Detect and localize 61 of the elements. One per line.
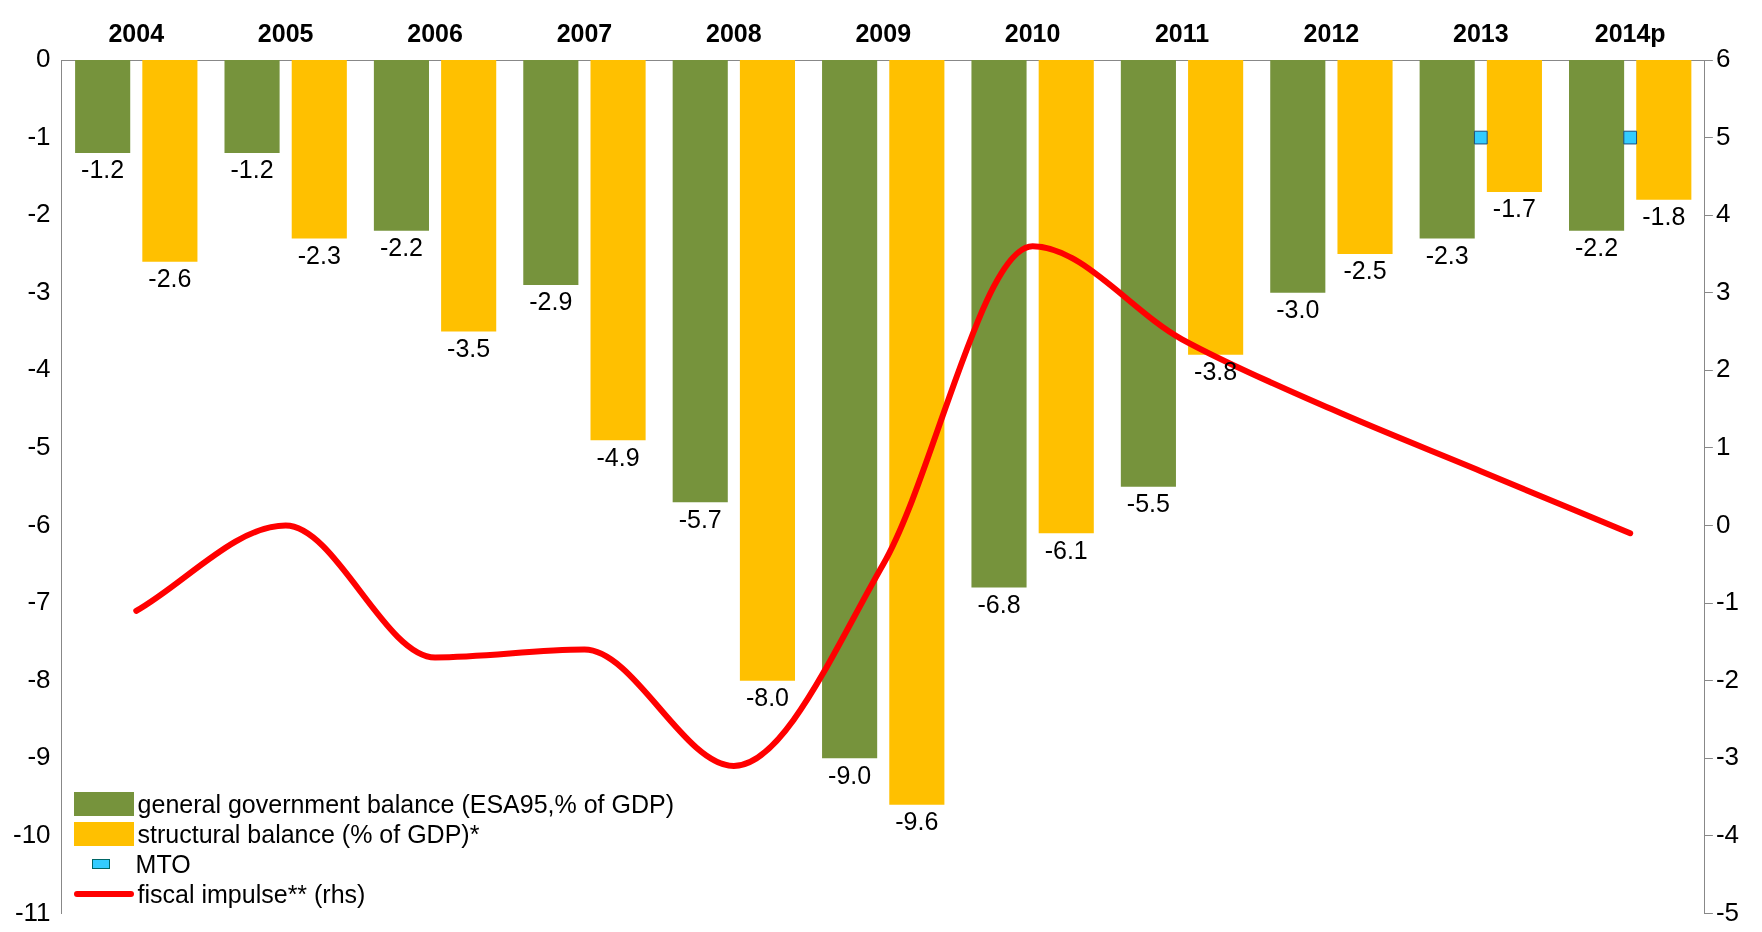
- y2-tick-label: 4: [1715, 198, 1731, 229]
- data-label: -5.7: [678, 504, 722, 533]
- y2-tick-label: 6: [1715, 43, 1731, 74]
- y-tick-label: -3: [27, 275, 51, 306]
- x-tick-label: 2012: [1303, 18, 1360, 47]
- data-label: -5.5: [1126, 489, 1170, 518]
- legend-label: structural balance (% of GDP)*: [137, 819, 480, 849]
- y-tick-label: -8: [27, 663, 51, 694]
- data-label: -6.1: [1044, 535, 1088, 564]
- x-tick-label: 2007: [556, 18, 613, 47]
- y2-tick-label: -1: [1715, 586, 1740, 617]
- data-label: -1.8: [1642, 202, 1686, 231]
- y2-tick-label: -5: [1715, 896, 1740, 927]
- y2-tick-label: -3: [1715, 741, 1740, 772]
- data-label: -8.0: [745, 683, 789, 712]
- x-tick-label: 2010: [1004, 18, 1061, 47]
- y-tick-label: -11: [14, 896, 51, 927]
- y-tick-label: 0: [36, 43, 51, 74]
- data-label: -9.0: [828, 760, 872, 789]
- data-label: -1.2: [81, 155, 125, 184]
- y-tick-label: -10: [13, 818, 51, 849]
- data-label: -3.8: [1194, 357, 1238, 386]
- x-tick-label: 2008: [706, 18, 762, 47]
- data-label: -2.5: [1343, 256, 1387, 285]
- y2-tick-label: 3: [1715, 275, 1731, 306]
- data-label: -6.8: [977, 589, 1021, 618]
- legend-label: general government balance (ESA95,% of GDP): [137, 789, 674, 819]
- legend-label: MTO: [135, 849, 191, 879]
- x-tick-label: 2014p: [1594, 18, 1666, 47]
- y-tick-label: -4: [27, 353, 51, 384]
- y-tick-label: -5: [27, 431, 51, 462]
- data-label: -1.7: [1492, 194, 1536, 223]
- data-label: -2.2: [379, 233, 423, 262]
- legend-label: fiscal impulse** (rhs): [137, 879, 366, 909]
- y2-tick-label: -2: [1715, 663, 1740, 694]
- y-tick-label: -2: [27, 198, 51, 229]
- x-tick-label: 2013: [1452, 18, 1509, 47]
- y2-tick-label: 5: [1715, 120, 1731, 151]
- y-tick-label: -6: [27, 508, 51, 539]
- data-label: -9.6: [895, 807, 939, 836]
- y2-tick-label: 0: [1715, 508, 1731, 539]
- data-label: -2.9: [529, 287, 573, 316]
- data-label: -2.2: [1575, 233, 1619, 262]
- data-label: -2.3: [297, 240, 341, 269]
- data-label: -3.5: [447, 333, 491, 362]
- data-label: -3.0: [1276, 295, 1320, 324]
- y2-tick-label: 1: [1715, 431, 1731, 462]
- x-tick-label: 2009: [855, 18, 912, 47]
- data-label: -1.2: [230, 155, 274, 184]
- data-label: -4.9: [596, 442, 640, 471]
- y-tick-label: -9: [27, 741, 51, 772]
- y-tick-label: -1: [27, 120, 51, 151]
- x-tick-label: 2011: [1154, 18, 1210, 47]
- y-tick-label: -7: [27, 586, 51, 617]
- x-tick-label: 2004: [108, 18, 165, 47]
- data-label: -2.6: [148, 264, 192, 293]
- x-tick-label: 2006: [407, 18, 463, 47]
- y2-tick-label: 2: [1715, 353, 1731, 384]
- data-label: -2.3: [1425, 240, 1469, 269]
- x-tick-label: 2005: [257, 18, 314, 47]
- y2-tick-label: -4: [1715, 818, 1740, 849]
